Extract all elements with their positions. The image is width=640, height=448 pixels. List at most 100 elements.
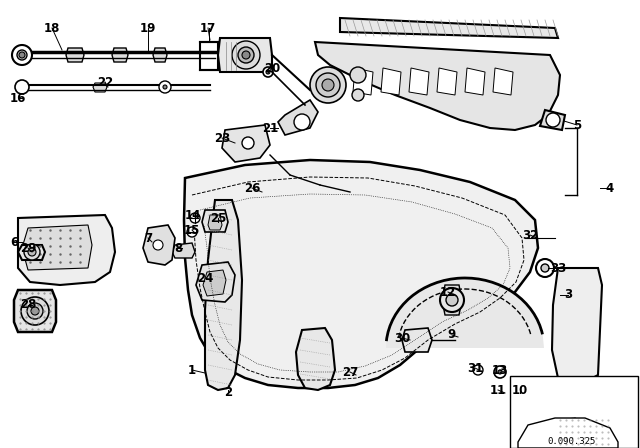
Text: 25: 25 <box>210 211 226 224</box>
Text: 9: 9 <box>448 328 456 341</box>
Polygon shape <box>143 225 175 265</box>
Polygon shape <box>18 245 45 260</box>
Text: 7: 7 <box>144 232 152 245</box>
Polygon shape <box>222 125 270 162</box>
Circle shape <box>294 114 310 130</box>
Polygon shape <box>493 68 513 95</box>
Polygon shape <box>172 243 195 258</box>
Polygon shape <box>14 290 56 332</box>
Text: 1: 1 <box>188 363 196 376</box>
Polygon shape <box>208 215 222 230</box>
Polygon shape <box>552 268 602 382</box>
Circle shape <box>498 370 502 374</box>
Polygon shape <box>218 38 272 72</box>
Circle shape <box>263 67 273 77</box>
Polygon shape <box>200 42 218 70</box>
Circle shape <box>153 240 163 250</box>
Text: 19: 19 <box>140 22 156 34</box>
Text: 13: 13 <box>492 363 508 376</box>
Text: 32: 32 <box>522 228 538 241</box>
Text: 17: 17 <box>200 22 216 34</box>
Circle shape <box>532 444 538 448</box>
Polygon shape <box>22 225 92 270</box>
Text: 20: 20 <box>264 61 280 74</box>
Circle shape <box>494 366 506 378</box>
Text: 22: 22 <box>97 76 113 89</box>
Circle shape <box>31 307 39 315</box>
Text: 21: 21 <box>262 121 278 134</box>
Polygon shape <box>196 262 235 302</box>
Circle shape <box>541 264 549 272</box>
Text: 4: 4 <box>606 181 614 194</box>
Polygon shape <box>381 68 401 95</box>
Polygon shape <box>296 328 335 390</box>
Text: 30: 30 <box>394 332 410 345</box>
Polygon shape <box>386 278 544 348</box>
Polygon shape <box>465 68 485 95</box>
Circle shape <box>322 79 334 91</box>
Circle shape <box>473 365 483 375</box>
Text: 29: 29 <box>20 241 36 254</box>
Circle shape <box>12 45 32 65</box>
Text: 6: 6 <box>10 236 18 249</box>
Polygon shape <box>437 68 457 95</box>
Polygon shape <box>278 100 318 135</box>
Polygon shape <box>205 200 242 390</box>
Text: 5: 5 <box>573 119 581 132</box>
Polygon shape <box>184 160 538 388</box>
Text: 27: 27 <box>342 366 358 379</box>
Text: 11: 11 <box>490 383 506 396</box>
Text: 3: 3 <box>564 289 572 302</box>
Text: 14: 14 <box>185 208 201 221</box>
Polygon shape <box>153 48 167 62</box>
Polygon shape <box>202 210 228 232</box>
Circle shape <box>446 294 458 306</box>
Polygon shape <box>409 68 429 95</box>
Circle shape <box>17 50 27 60</box>
Text: 12: 12 <box>440 285 456 298</box>
Circle shape <box>19 52 25 58</box>
Circle shape <box>352 89 364 101</box>
Polygon shape <box>203 270 226 296</box>
Circle shape <box>24 244 40 260</box>
Circle shape <box>266 70 270 74</box>
Text: 8: 8 <box>174 241 182 254</box>
Circle shape <box>242 137 254 149</box>
Circle shape <box>159 81 171 93</box>
Polygon shape <box>93 83 107 92</box>
Polygon shape <box>315 42 560 130</box>
Circle shape <box>310 67 346 103</box>
Circle shape <box>238 47 254 63</box>
Text: 24: 24 <box>197 271 213 284</box>
Circle shape <box>603 440 617 448</box>
Circle shape <box>232 41 260 69</box>
Circle shape <box>242 51 250 59</box>
Text: 31: 31 <box>467 362 483 375</box>
Text: 23: 23 <box>214 132 230 145</box>
Circle shape <box>350 67 366 83</box>
Circle shape <box>546 113 560 127</box>
Circle shape <box>163 85 167 89</box>
Circle shape <box>21 297 49 325</box>
Polygon shape <box>66 48 84 62</box>
Text: 15: 15 <box>184 224 200 237</box>
Text: 33: 33 <box>550 262 566 275</box>
Circle shape <box>528 440 542 448</box>
Circle shape <box>190 213 200 223</box>
Text: 16: 16 <box>10 91 26 104</box>
Circle shape <box>440 288 464 312</box>
Polygon shape <box>112 48 128 62</box>
Circle shape <box>28 248 36 256</box>
Polygon shape <box>340 18 558 38</box>
Circle shape <box>607 444 613 448</box>
Circle shape <box>15 80 29 94</box>
Text: 0.090.325: 0.090.325 <box>548 437 596 446</box>
Circle shape <box>27 303 43 319</box>
Polygon shape <box>442 285 462 315</box>
Polygon shape <box>540 110 565 130</box>
Circle shape <box>316 73 340 97</box>
Circle shape <box>187 227 197 237</box>
Circle shape <box>536 259 554 277</box>
Text: 18: 18 <box>44 22 60 34</box>
Polygon shape <box>518 418 618 448</box>
